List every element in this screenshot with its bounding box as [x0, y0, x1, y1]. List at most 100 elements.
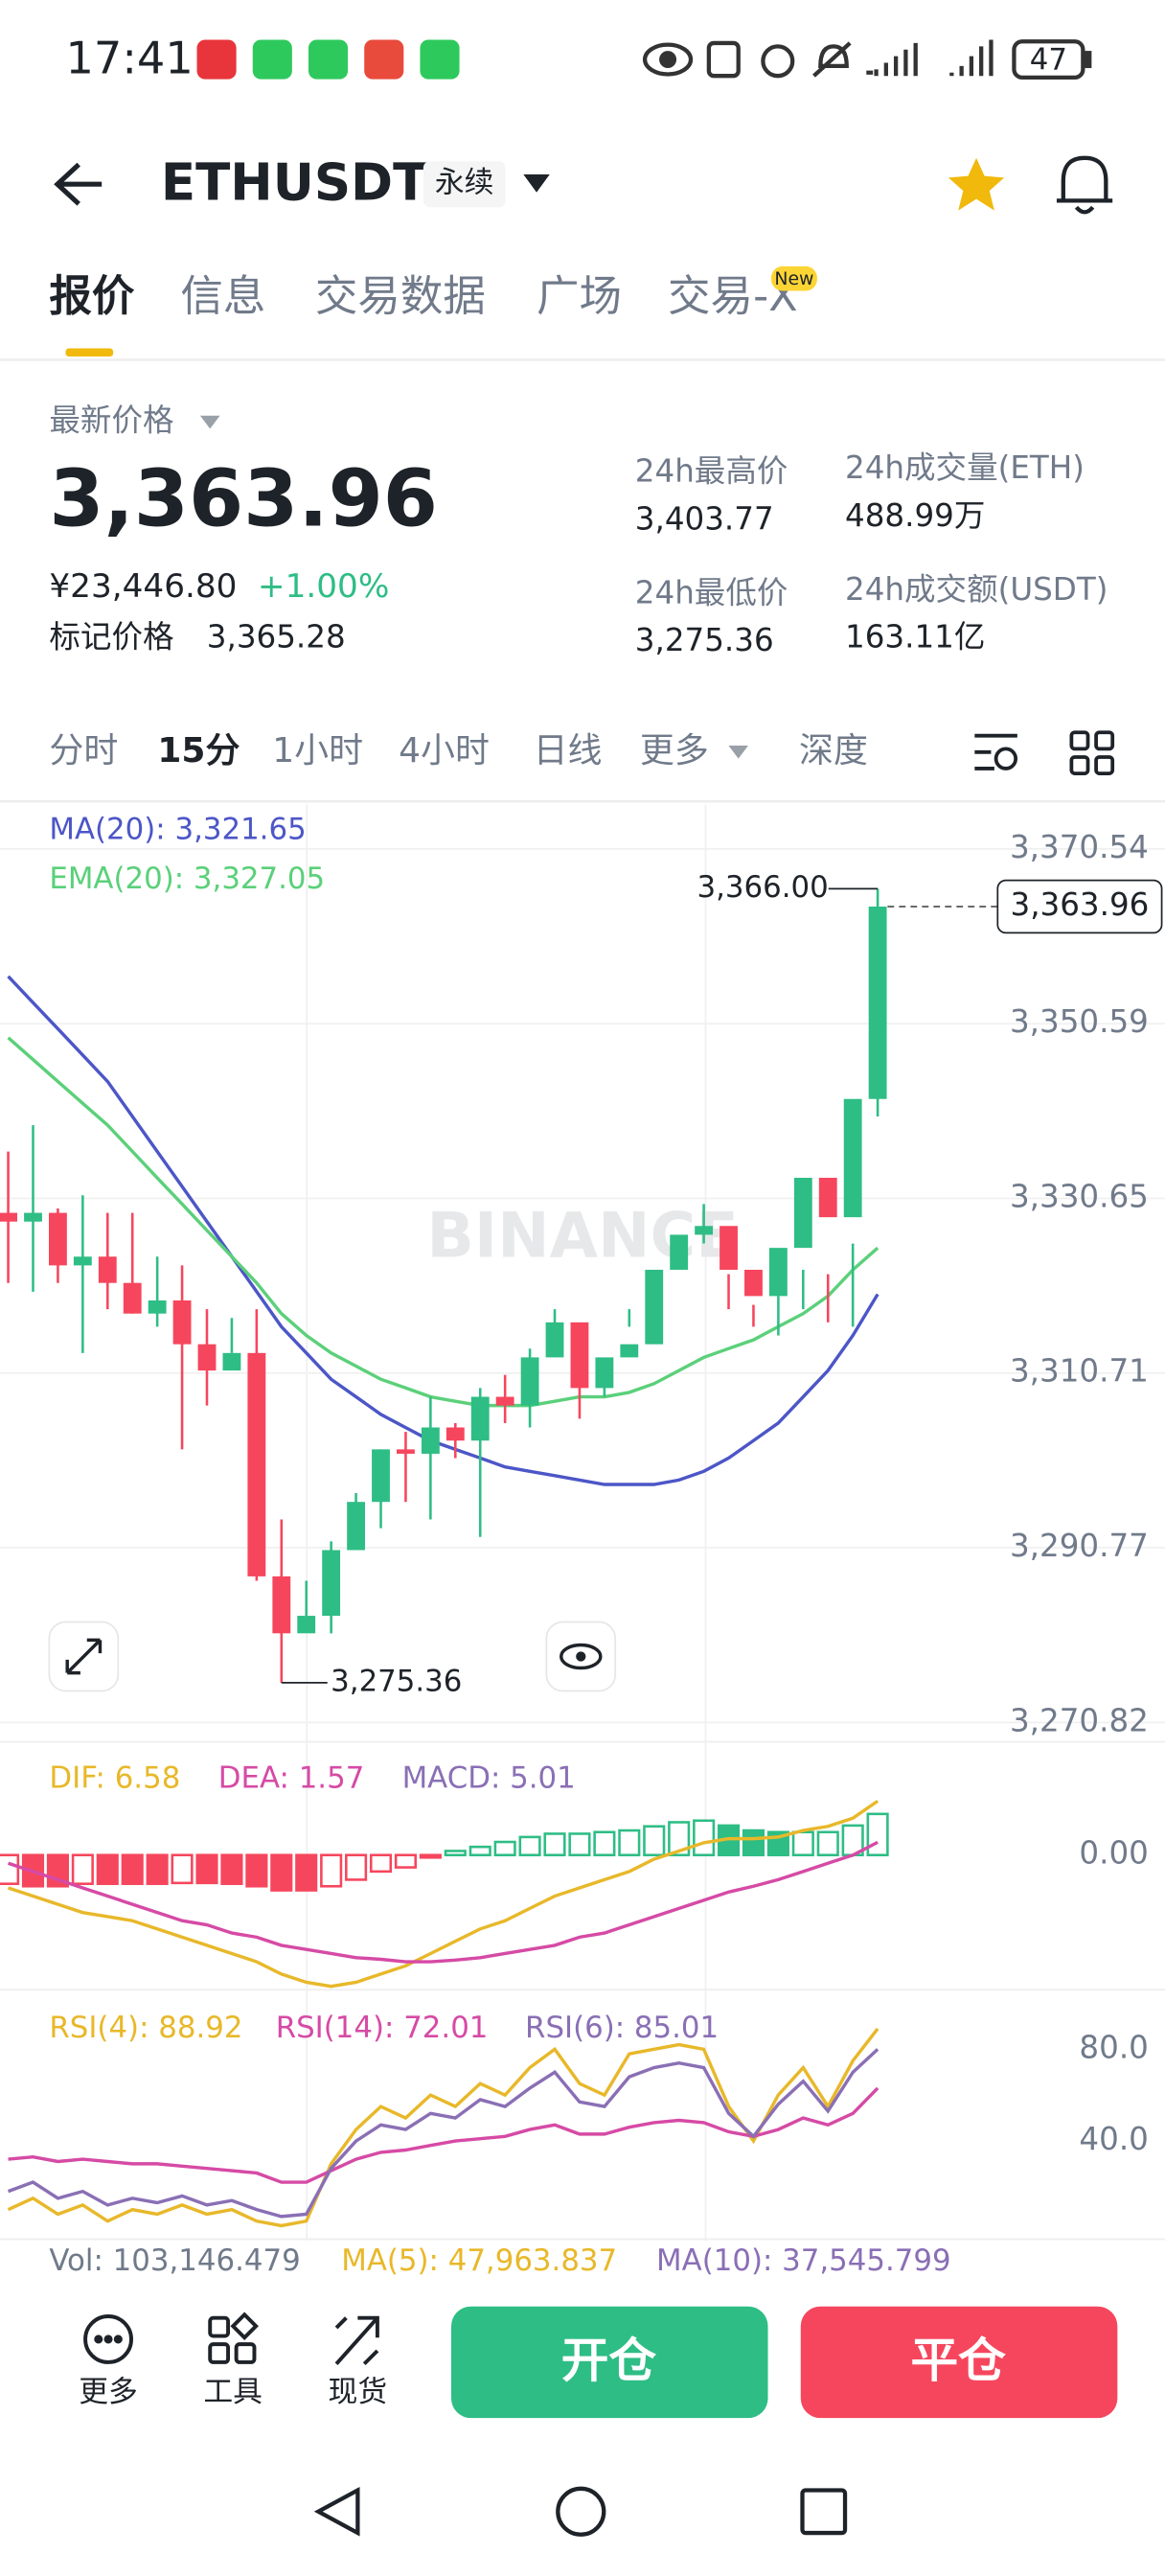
candle-body [670, 1234, 689, 1270]
expand-button[interactable] [48, 1621, 120, 1692]
candle-body [421, 1427, 440, 1454]
macd-bar [146, 1853, 169, 1885]
close-button[interactable] [800, 2306, 1118, 2419]
clock: 17:41 [66, 32, 194, 83]
candle-body [768, 1248, 788, 1297]
toolbar-item[interactable]: 更多 [79, 2375, 138, 2409]
symbol[interactable]: ETHUSDT [161, 153, 427, 213]
stats: 24h最高价 3,403.77 24h成交量(ETH) 488.99万 24h最低价 3,… [635, 449, 1108, 658]
volume-label: MA(10): 37,545.799 [656, 2243, 951, 2278]
symbol-dropdown[interactable] [523, 173, 550, 193]
price-label-dropdown[interactable] [199, 415, 220, 429]
macd-bar [618, 1828, 641, 1857]
battery-level: 47 [1030, 42, 1067, 77]
stat-label: 24h最高价 [635, 453, 788, 490]
cny-price: ¥23,446.80 [49, 567, 237, 606]
nav-back[interactable] [313, 2486, 360, 2537]
interval[interactable]: 分时 [49, 731, 118, 770]
chart-settings[interactable] [974, 733, 1018, 770]
volume-label: MA(5): 47,963.837 [341, 2243, 617, 2278]
layout-button[interactable] [1069, 730, 1115, 775]
macd-bar [816, 1830, 839, 1857]
system-icons [642, 39, 1092, 80]
candle-body [347, 1502, 366, 1551]
more-dropdown[interactable] [728, 745, 748, 759]
macd-bar [245, 1853, 268, 1888]
macd-bar [369, 1853, 393, 1874]
alert-bell[interactable] [1056, 155, 1113, 215]
last-price-box [996, 879, 1163, 934]
indicator-line [8, 1840, 879, 1964]
candle-body [322, 1550, 341, 1617]
macd-bar [121, 1853, 144, 1885]
high-marker-label: 3,366.00 [697, 870, 829, 905]
open-button[interactable] [450, 2306, 768, 2419]
back-button[interactable] [54, 162, 103, 206]
toolbar-icons [83, 2312, 379, 2366]
candle-body [98, 1256, 117, 1283]
candle-body [868, 907, 887, 1099]
y-tick-label: 3,370.54 [1010, 829, 1149, 865]
nav-home[interactable] [556, 2486, 606, 2537]
nav-recents[interactable] [800, 2488, 848, 2536]
candle-body [247, 1352, 266, 1576]
candle-body [520, 1357, 539, 1406]
charts: 3,370.54 3,350.59 3,330.65 3,310.71 3,290.77… [0, 813, 1165, 2228]
candle-body [73, 1256, 92, 1266]
indicator-label: RSI(6): 85.01 [525, 2011, 719, 2045]
indicator-line [7, 1036, 879, 1408]
candle-body [695, 1226, 714, 1235]
candle-body [620, 1344, 639, 1358]
macd-bar [866, 1812, 889, 1857]
low-marker-label: 3,275.36 [331, 1664, 462, 1698]
macd-bar [220, 1853, 243, 1885]
toolbar-item[interactable]: 工具 [203, 2375, 263, 2409]
stat-value: 488.99万 [845, 497, 985, 534]
y-tick-label: 3,290.77 [1010, 1528, 1149, 1564]
candle-body [222, 1352, 241, 1371]
macd-bar [568, 1832, 591, 1857]
tag-bg [423, 161, 506, 208]
interval[interactable]: 深度 [799, 731, 868, 770]
open-button-label[interactable]: 开仓 [561, 2333, 657, 2388]
candle-body [397, 1449, 415, 1454]
new-badge-bg [770, 265, 817, 291]
interval[interactable]: 1小时 [272, 731, 363, 770]
toolbar-item[interactable]: 现货 [329, 2375, 388, 2409]
price-change: +1.00% [258, 567, 390, 606]
macd-bar [742, 1828, 765, 1857]
interval[interactable]: 15分 [157, 731, 240, 770]
macd-bar [320, 1853, 343, 1888]
candle-body [495, 1396, 514, 1406]
price-label[interactable]: 最新价格 [49, 402, 173, 439]
y-tick-label: 80.0 [1079, 2029, 1148, 2065]
macd-bar [668, 1821, 691, 1857]
candle-body [545, 1322, 564, 1358]
macd-bar [295, 1853, 318, 1892]
indicator-label: RSI(14): 72.01 [276, 2011, 489, 2045]
tab[interactable]: 报价 [49, 272, 135, 321]
new-badge: New [774, 269, 813, 289]
indicator-label: DIF: 6.58 [49, 1760, 180, 1795]
macd-bar [493, 1840, 516, 1857]
candle-body [595, 1357, 614, 1389]
visibility-button[interactable] [545, 1621, 617, 1692]
stat-value: 3,403.77 [635, 500, 774, 537]
toolbar: 更多 工具 现货 [79, 2375, 387, 2409]
tab[interactable]: 广场 [537, 272, 622, 321]
interval[interactable]: 日线 [534, 731, 603, 770]
interval[interactable]: 更多 [640, 731, 709, 770]
macd-bar [444, 1850, 467, 1857]
macd-bar [419, 1853, 442, 1859]
indicator-label: MACD: 5.01 [402, 1760, 576, 1795]
interval[interactable]: 4小时 [399, 731, 490, 770]
favorite-star[interactable] [948, 157, 1005, 211]
indicator-label: DEA: 1.57 [218, 1760, 365, 1795]
watermark: BINANCE [426, 1201, 738, 1273]
volume-label: Vol: 103,146.479 [49, 2243, 300, 2278]
notification-icons [196, 39, 460, 80]
tab[interactable]: 信息 [180, 272, 265, 321]
close-button-label[interactable]: 平仓 [911, 2333, 1007, 2388]
tab[interactable]: 交易数据 [315, 272, 486, 321]
